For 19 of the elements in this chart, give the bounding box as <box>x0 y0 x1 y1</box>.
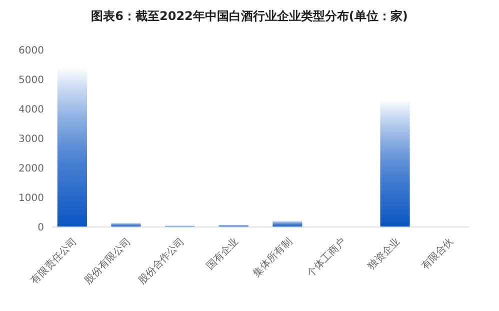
y-tick-label: 5000 <box>18 75 44 86</box>
bar <box>111 222 141 227</box>
x-tick-label: 有限合伙 <box>419 236 456 272</box>
x-tick-label: 国有企业 <box>204 236 241 272</box>
x-tick-label: 集体所有制 <box>250 236 294 280</box>
x-tick-label: 个体工商户 <box>304 236 348 280</box>
y-tick-label: 2000 <box>18 164 44 174</box>
x-tick-label: 股份合作公司 <box>136 236 187 286</box>
bar <box>380 99 410 227</box>
y-tick-label: 4000 <box>18 104 44 116</box>
y-tick-label: 3000 <box>18 134 44 145</box>
y-tick-label: 1000 <box>18 193 44 204</box>
chart-title: 图表6：截至2022年中国白酒行业企业类型分布(单位：家) <box>91 9 408 23</box>
x-tick-label: 股份有限公司 <box>82 236 134 286</box>
x-tick-label: 独资企业 <box>365 236 402 272</box>
bar <box>272 220 302 227</box>
y-tick-label: 0 <box>38 222 44 234</box>
x-tick-label: 有限责任公司 <box>28 236 80 286</box>
y-tick-label: 6000 <box>18 46 44 56</box>
